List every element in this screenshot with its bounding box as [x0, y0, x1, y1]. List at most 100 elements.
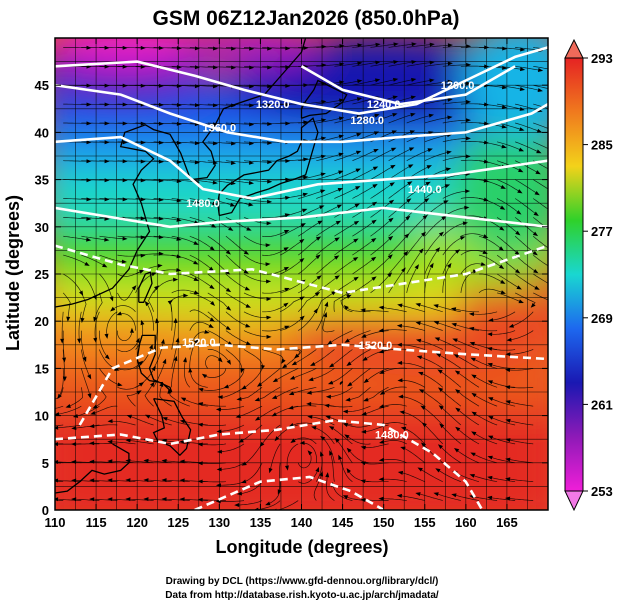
streamline-arrow — [324, 403, 330, 408]
streamline-arrow — [102, 263, 108, 268]
streamline-arrow — [143, 478, 149, 483]
contour-label: 1200.0 — [441, 80, 475, 92]
streamline-arrow — [465, 136, 471, 141]
streamline-arrow — [135, 337, 140, 344]
streamline — [511, 330, 534, 341]
streamline-arrow — [460, 236, 466, 241]
streamline — [189, 141, 214, 144]
streamline-arrow — [552, 267, 557, 271]
streamline-arrow — [325, 472, 330, 478]
streamline-arrow — [254, 397, 260, 402]
streamline — [491, 477, 516, 483]
streamline — [509, 420, 534, 426]
streamline — [243, 122, 268, 125]
streamline — [55, 405, 64, 409]
streamline-arrow — [121, 259, 127, 264]
streamline — [497, 47, 521, 50]
streamline-arrow — [337, 187, 344, 192]
streamline-arrow — [363, 397, 369, 402]
streamline-arrow — [343, 305, 349, 310]
streamline — [478, 160, 503, 167]
streamline — [514, 292, 536, 305]
streamline-arrow — [342, 495, 349, 500]
streamline — [279, 298, 301, 313]
y-tick-label: 45 — [35, 78, 49, 93]
streamline-arrow — [410, 112, 416, 117]
streamline-arrow — [401, 267, 406, 273]
streamline-arrow — [438, 405, 444, 410]
streamline — [99, 235, 123, 240]
streamline-arrow — [437, 369, 443, 374]
streamline-arrow — [197, 442, 203, 447]
streamline — [57, 424, 82, 429]
streamline-arrow — [107, 497, 113, 502]
streamline-arrow — [388, 217, 394, 223]
streamline — [243, 65, 268, 68]
streamline — [492, 311, 516, 321]
colorbar-bottom-arrow — [564, 490, 584, 512]
streamline — [96, 387, 107, 407]
streamline-arrow — [167, 388, 172, 394]
streamline-arrow — [245, 323, 251, 328]
streamline-arrow — [194, 199, 200, 204]
streamline — [171, 198, 196, 203]
streamline-arrow — [307, 450, 313, 456]
streamline-arrow — [500, 184, 506, 189]
streamline-arrow — [338, 454, 343, 461]
streamline-arrow — [486, 495, 493, 500]
streamline — [439, 470, 462, 483]
streamline — [473, 475, 498, 483]
streamline-arrow — [82, 356, 87, 363]
footer-credit-data: Data from http://database.rish.kyoto-u.a… — [165, 590, 439, 601]
streamline-arrow — [418, 371, 424, 376]
y-tick-label: 0 — [42, 503, 49, 518]
streamline — [279, 462, 281, 490]
streamline-arrow — [516, 210, 522, 215]
streamline-arrow — [303, 157, 309, 162]
streamline-arrow — [107, 459, 113, 464]
streamline — [349, 387, 371, 400]
streamline-arrow — [117, 382, 123, 387]
streamline-arrow — [499, 205, 506, 210]
streamline — [425, 425, 444, 445]
streamline-arrow — [308, 377, 314, 382]
streamline — [316, 239, 336, 256]
streamline-arrow — [327, 380, 334, 385]
streamline-arrow — [313, 308, 318, 314]
streamline — [159, 386, 172, 407]
streamline — [280, 47, 304, 49]
streamline-arrow — [501, 104, 508, 109]
streamline — [99, 160, 123, 162]
streamline-arrow — [362, 356, 368, 361]
streamline-arrow — [283, 266, 290, 271]
streamline — [63, 235, 87, 240]
streamline — [276, 368, 299, 380]
streamline — [243, 198, 268, 203]
contour-line — [300, 65, 516, 106]
streamline-arrow — [241, 385, 247, 390]
streamline — [243, 47, 268, 49]
streamline-arrow — [240, 367, 245, 374]
streamline-arrow — [325, 394, 331, 399]
streamline-arrow — [317, 220, 323, 225]
streamline-arrow — [487, 455, 493, 460]
colorbar-tick-label: 285 — [591, 138, 613, 153]
streamline-arrow — [334, 237, 340, 242]
streamline — [63, 254, 86, 264]
streamline-arrow — [397, 360, 403, 365]
streamline — [316, 63, 340, 67]
streamline-arrow — [447, 79, 453, 84]
streamline — [388, 149, 411, 162]
streamline-arrow — [378, 457, 384, 462]
streamline-arrow — [217, 395, 223, 400]
streamline-arrow — [183, 357, 187, 363]
streamline — [491, 330, 516, 335]
streamline-arrow — [518, 147, 525, 152]
streamline — [421, 469, 443, 483]
streamline — [352, 222, 373, 237]
streamline-arrow — [342, 423, 349, 427]
streamline-arrow — [355, 186, 361, 191]
streamline-arrow — [471, 411, 477, 416]
streamline — [55, 480, 64, 483]
streamline — [383, 386, 407, 393]
